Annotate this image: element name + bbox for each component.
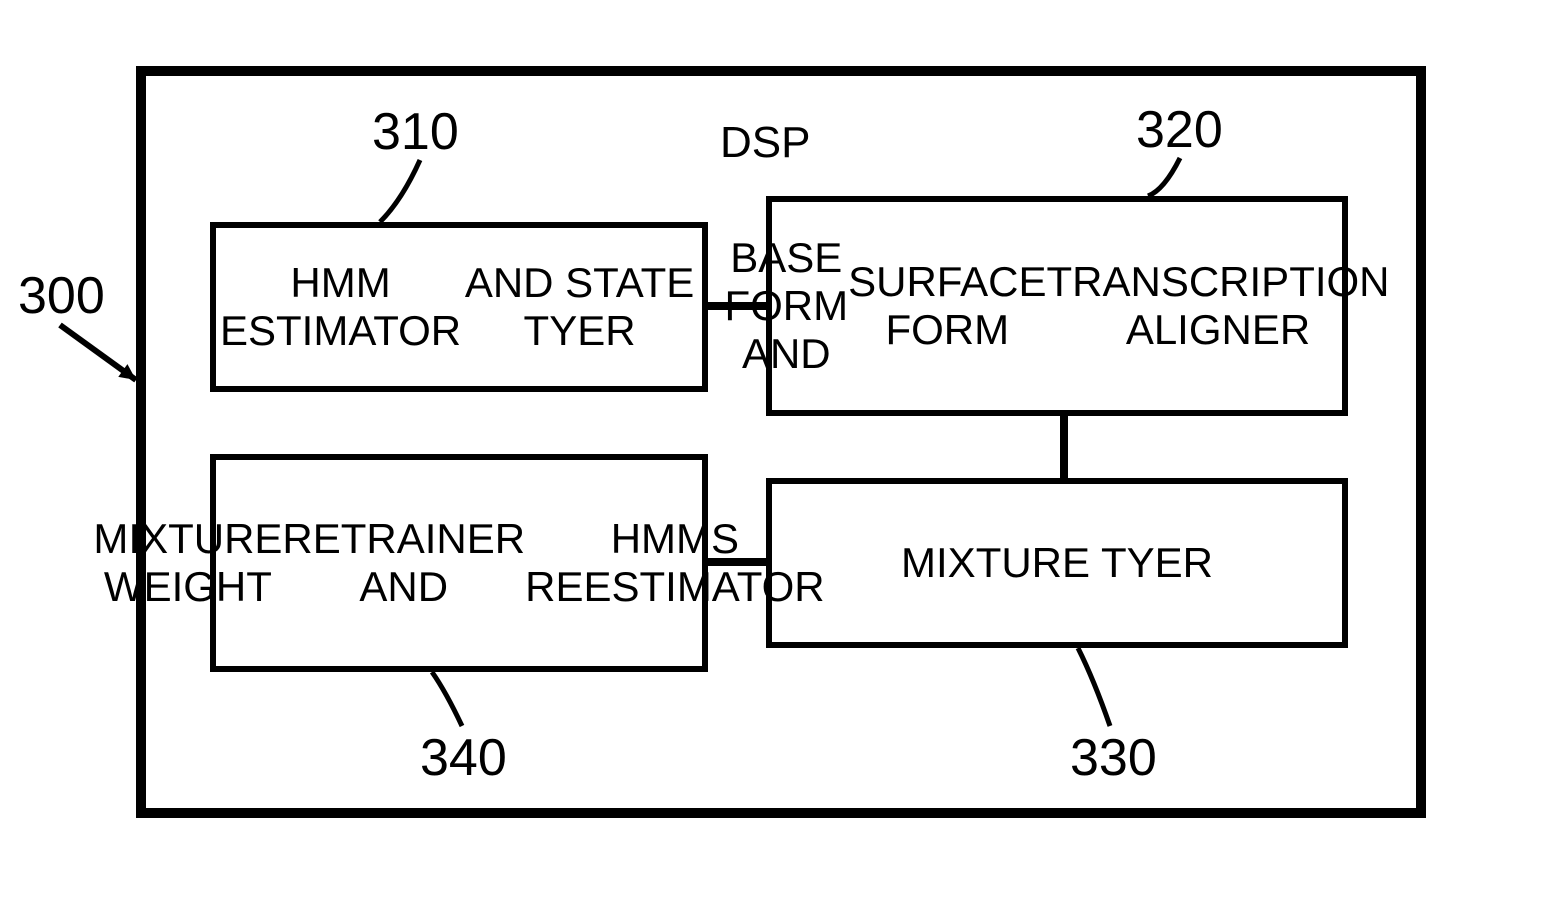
connector-310-320 [708,302,766,310]
connector-340-330 [708,558,766,566]
connector-320-330 [1060,416,1068,478]
ref-340-lead [0,0,1564,920]
diagram-canvas: DSP 300 HMM ESTIMATORAND STATE TYER BASE… [0,0,1564,920]
